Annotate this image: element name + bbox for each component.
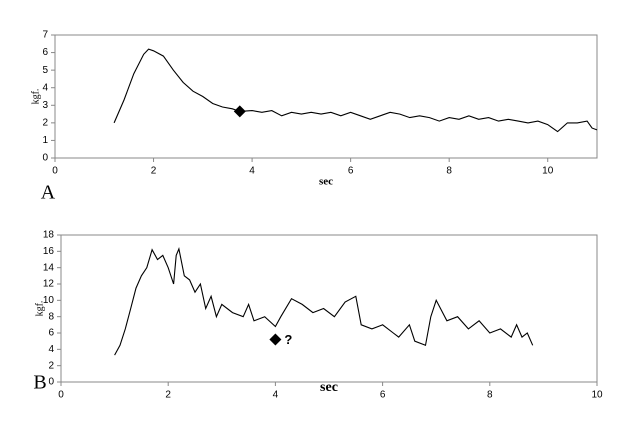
y-tick-label: 8 [48, 311, 54, 322]
x-tick-label: 4 [273, 390, 279, 401]
y-tick-label: 3 [42, 100, 48, 111]
x-tick-label: 10 [542, 166, 554, 177]
data-line [113, 48, 598, 133]
y-tick-label: 12 [43, 279, 55, 290]
y-tick-label: 10 [43, 295, 55, 306]
panel-label: B [33, 372, 46, 394]
x-tick-label: 4 [249, 166, 255, 177]
y-tick-label: 6 [48, 328, 54, 339]
y-axis-label: kgf. [34, 301, 45, 317]
x-tick-label: 2 [151, 166, 157, 177]
panel-label: A [41, 182, 56, 204]
x-axis-label: sec [320, 380, 338, 395]
y-tick-label: 0 [48, 377, 54, 388]
x-tick-label: 8 [446, 166, 452, 177]
x-tick-label: 10 [591, 390, 603, 401]
data-line [114, 247, 534, 356]
y-tick-label: 7 [42, 30, 48, 41]
x-tick-label: 2 [165, 390, 171, 401]
y-tick-label: 5 [42, 65, 48, 76]
y-tick-label: 16 [43, 246, 55, 257]
y-tick-label: 4 [48, 344, 54, 355]
y-tick-label: 0 [42, 153, 48, 164]
y-tick-label: 1 [42, 135, 48, 146]
y-tick-label: 14 [43, 262, 55, 273]
marker [269, 333, 282, 346]
y-axis-label: kgf. [30, 89, 41, 105]
plot-frame [60, 234, 598, 383]
plot-frame [54, 34, 598, 159]
y-tick-label: 6 [42, 47, 48, 58]
marker [233, 105, 246, 118]
y-tick-label: 4 [42, 82, 48, 93]
x-tick-label: 0 [58, 390, 64, 401]
annotation: ? [284, 332, 292, 347]
x-tick-label: 6 [348, 166, 354, 177]
x-axis-label: sec [319, 176, 333, 188]
x-tick-label: 0 [52, 166, 58, 177]
x-tick-label: 6 [380, 390, 386, 401]
y-tick-label: 2 [42, 117, 48, 128]
y-tick-label: 2 [48, 360, 54, 371]
y-tick-label: 18 [43, 230, 55, 241]
x-tick-label: 8 [487, 390, 493, 401]
